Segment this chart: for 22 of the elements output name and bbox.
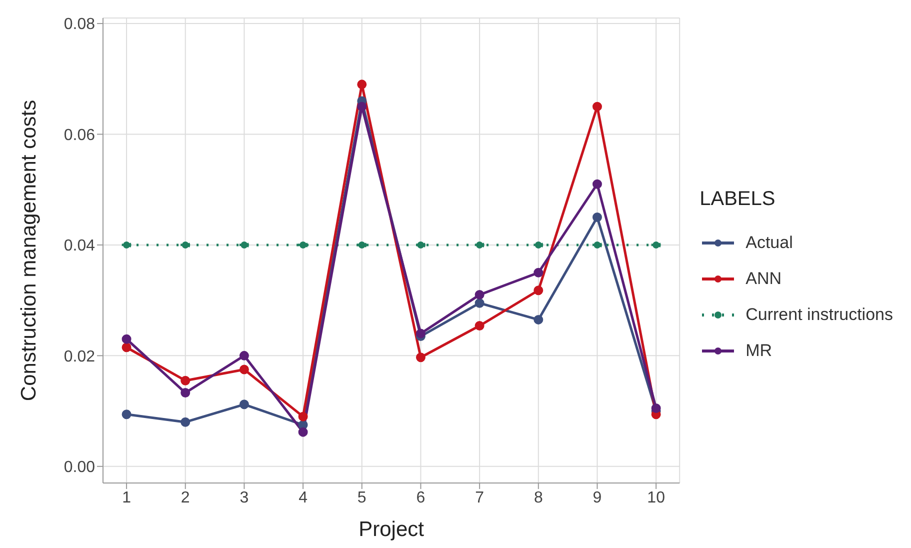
legend-label: Current instructions bbox=[744, 304, 893, 326]
x-tick-label: 7 bbox=[475, 489, 484, 506]
x-tick-label: 5 bbox=[357, 489, 366, 506]
legend-label: MR bbox=[744, 340, 774, 362]
legend-label: Actual bbox=[744, 232, 794, 254]
x-tick-label: 1 bbox=[122, 489, 132, 506]
x-tick-label: 8 bbox=[534, 489, 543, 506]
x-tick-label: 4 bbox=[298, 489, 308, 506]
x-tick-label: 2 bbox=[180, 489, 190, 506]
x-tick-label: 9 bbox=[592, 489, 602, 506]
legend-title: LABELS bbox=[700, 188, 776, 210]
legend-label: ANN bbox=[744, 268, 783, 290]
y-tick-label: 0.06 bbox=[64, 126, 96, 144]
y-axis-title: Construction management costs bbox=[17, 100, 40, 402]
x-axis-title: Project bbox=[358, 518, 424, 541]
y-tick-label: 0.08 bbox=[64, 16, 96, 34]
x-tick-label: 6 bbox=[416, 489, 426, 506]
y-tick-label: 0.00 bbox=[64, 459, 96, 476]
y-tick-label: 0.02 bbox=[64, 348, 96, 366]
y-tick-label: 0.04 bbox=[64, 238, 96, 255]
x-tick-label: 10 bbox=[647, 489, 666, 506]
x-tick-label: 3 bbox=[240, 489, 249, 506]
